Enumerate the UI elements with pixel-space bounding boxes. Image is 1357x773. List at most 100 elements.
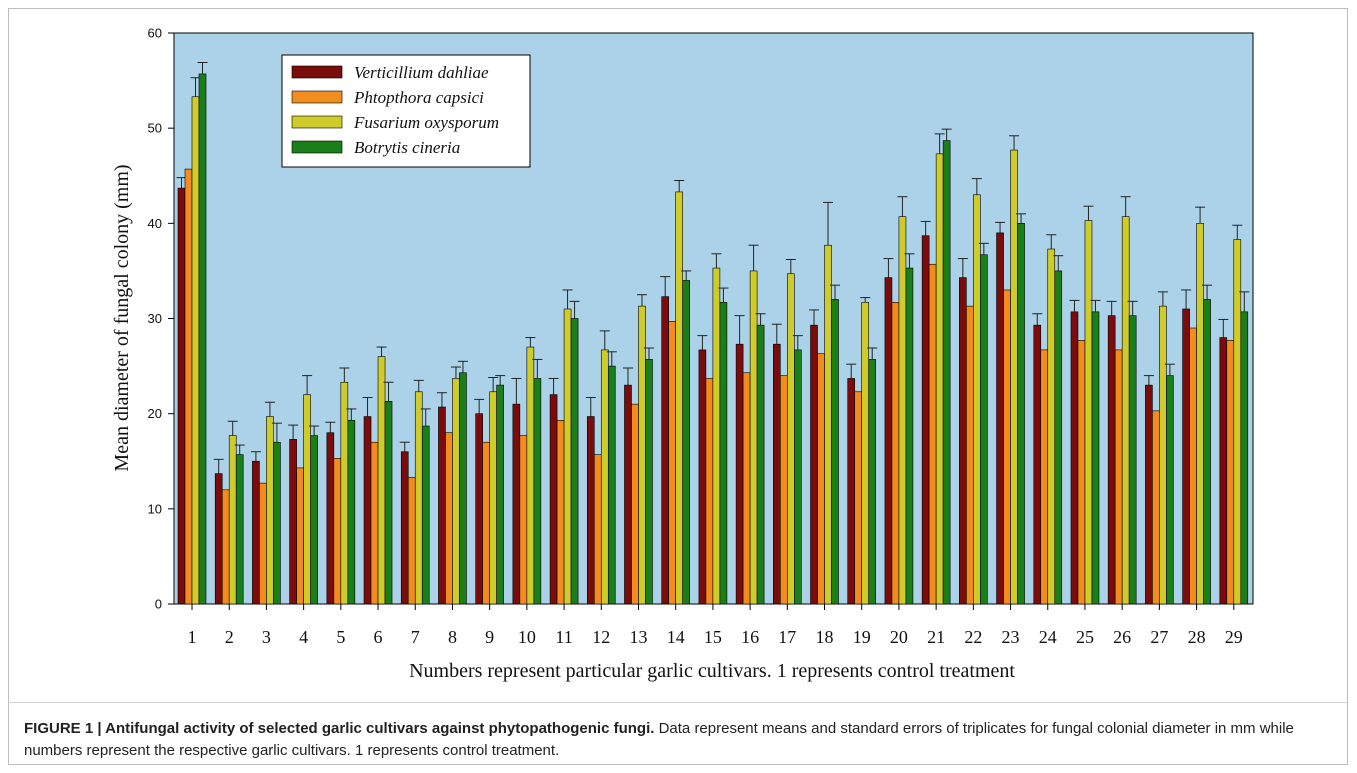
- x-axis-title: Numbers represent particular garlic cult…: [409, 660, 1015, 682]
- bar-fusarium-oxysporum-14: [675, 191, 683, 605]
- legend-swatch-phtopthora-capsici: [291, 90, 343, 104]
- y-tick-label-40: 40: [148, 216, 162, 231]
- bar-botrytis-cineria-10: [533, 378, 542, 605]
- x-tick-label-7: 7: [411, 627, 420, 647]
- x-tick-label-27: 27: [1150, 627, 1168, 647]
- bar-verticillium-dahliae-7: [400, 451, 409, 605]
- legend-label-fusarium-oxysporum: Fusarium oxysporum: [353, 113, 499, 132]
- bar-verticillium-dahliae-24: [1033, 324, 1042, 605]
- x-tick-label-10: 10: [518, 627, 536, 647]
- bar-phtopthora-capsici-15: [705, 378, 714, 605]
- bar-fusarium-oxysporum-13: [638, 305, 646, 605]
- bar-verticillium-dahliae-11: [549, 394, 558, 605]
- x-tick-label-13: 13: [629, 627, 647, 647]
- bar-botrytis-cineria-21: [942, 140, 951, 605]
- bar-phtopthora-capsici-19: [854, 391, 863, 605]
- bar-fusarium-oxysporum-22: [973, 194, 981, 605]
- x-tick-label-19: 19: [853, 627, 871, 647]
- bar-botrytis-cineria-19: [868, 359, 877, 605]
- bar-phtopthora-capsici-29: [1226, 340, 1235, 605]
- bar-botrytis-cineria-11: [570, 318, 579, 605]
- legend-label-phtopthora-capsici: Phtopthora capsici: [353, 88, 484, 107]
- bar-botrytis-cineria-16: [756, 324, 765, 605]
- legend-swatch-verticillium-dahliae: [291, 65, 343, 79]
- y-axis: 0 10 20 30 40 50 60: [148, 26, 174, 612]
- bar-fusarium-oxysporum-25: [1084, 220, 1093, 605]
- y-tick-label-30: 30: [148, 311, 162, 326]
- bar-phtopthora-capsici-5: [333, 458, 342, 605]
- x-tick-label-6: 6: [374, 627, 383, 647]
- legend-label-verticillium-dahliae: Verticillium dahliae: [354, 63, 489, 82]
- bar-fusarium-oxysporum-16: [749, 270, 758, 605]
- bar-phtopthora-capsici-25: [1077, 340, 1086, 605]
- bar-botrytis-cineria-29: [1240, 311, 1249, 605]
- bar-botrytis-cineria-24: [1054, 270, 1063, 605]
- bar-botrytis-cineria-5: [347, 420, 356, 605]
- bar-phtopthora-capsici-3: [259, 482, 267, 605]
- bar-phtopthora-capsici-27: [1152, 410, 1160, 605]
- x-tick-label-20: 20: [890, 627, 908, 647]
- bar-phtopthora-capsici-9: [482, 441, 490, 605]
- bar-verticillium-dahliae-19: [847, 378, 856, 605]
- bar-phtopthora-capsici-16: [742, 372, 751, 605]
- bar-fusarium-oxysporum-10: [526, 346, 535, 605]
- bar-phtopthora-capsici-1: [184, 168, 193, 605]
- x-tick-label-11: 11: [555, 627, 572, 647]
- x-tick-label-18: 18: [816, 627, 834, 647]
- bar-verticillium-dahliae-25: [1070, 311, 1079, 605]
- x-tick-label-4: 4: [299, 627, 308, 647]
- bar-verticillium-dahliae-26: [1107, 315, 1116, 605]
- x-tick-label-2: 2: [225, 627, 234, 647]
- bar-botrytis-cineria-8: [459, 372, 467, 605]
- bar-phtopthora-capsici-11: [556, 420, 565, 605]
- bars-layer: [176, 62, 1250, 605]
- bar-verticillium-dahliae-1: [177, 187, 186, 605]
- bar-botrytis-cineria-7: [421, 425, 430, 605]
- bar-botrytis-cineria-3: [273, 441, 281, 605]
- bar-fusarium-oxysporum-8: [452, 378, 460, 605]
- bar-verticillium-dahliae-6: [363, 416, 372, 605]
- x-tick-label-23: 23: [1002, 627, 1020, 647]
- bar-verticillium-dahliae-9: [475, 413, 483, 605]
- bar-phtopthora-capsici-12: [593, 454, 602, 605]
- x-tick-label-1: 1: [188, 627, 197, 647]
- bar-botrytis-cineria-6: [384, 400, 393, 605]
- bar-botrytis-cineria-4: [310, 435, 318, 605]
- bar-fusarium-oxysporum-11: [563, 308, 572, 605]
- x-tick-label-24: 24: [1039, 627, 1057, 647]
- bar-verticillium-dahliae-5: [326, 432, 335, 605]
- bar-phtopthora-capsici-17: [780, 375, 788, 605]
- bar-fusarium-oxysporum-1: [191, 96, 200, 605]
- bar-phtopthora-capsici-7: [407, 477, 416, 605]
- legend: Verticillium dahliae Phtopthora capsici Fu…: [281, 54, 531, 168]
- bar-verticillium-dahliae-29: [1219, 337, 1228, 605]
- bar-botrytis-cineria-13: [645, 359, 653, 605]
- x-tick-label-8: 8: [448, 627, 457, 647]
- bar-verticillium-dahliae-17: [773, 343, 781, 605]
- bar-botrytis-cineria-18: [831, 299, 839, 605]
- bar-botrytis-cineria-28: [1203, 299, 1211, 605]
- bar-botrytis-cineria-17: [794, 349, 802, 605]
- legend-swatch-botrytis-cineria: [291, 140, 343, 154]
- bar-verticillium-dahliae-8: [438, 406, 446, 605]
- bar-verticillium-dahliae-14: [661, 296, 669, 605]
- bar-verticillium-dahliae-2: [214, 473, 223, 605]
- x-tick-label-12: 12: [592, 627, 610, 647]
- x-tick-label-9: 9: [485, 627, 494, 647]
- figure-caption: FIGURE 1 | Antifungal activity of select…: [24, 718, 1334, 762]
- x-tick-label-25: 25: [1076, 627, 1094, 647]
- bar-botrytis-cineria-23: [1017, 223, 1025, 605]
- x-tick-label-17: 17: [778, 627, 796, 647]
- bar-fusarium-oxysporum-23: [1010, 149, 1018, 605]
- caption-divider: [8, 702, 1348, 703]
- bar-verticillium-dahliae-13: [624, 384, 632, 605]
- bar-phtopthora-capsici-20: [891, 302, 900, 605]
- bar-fusarium-oxysporum-17: [787, 273, 795, 605]
- caption-title: FIGURE 1 | Antifungal activity of select…: [24, 720, 655, 737]
- bar-botrytis-cineria-2: [235, 454, 244, 605]
- legend-label-botrytis-cineria: Botrytis cineria: [354, 138, 460, 157]
- bar-botrytis-cineria-12: [607, 365, 616, 605]
- bar-botrytis-cineria-22: [980, 254, 988, 605]
- x-tick-label-15: 15: [704, 627, 722, 647]
